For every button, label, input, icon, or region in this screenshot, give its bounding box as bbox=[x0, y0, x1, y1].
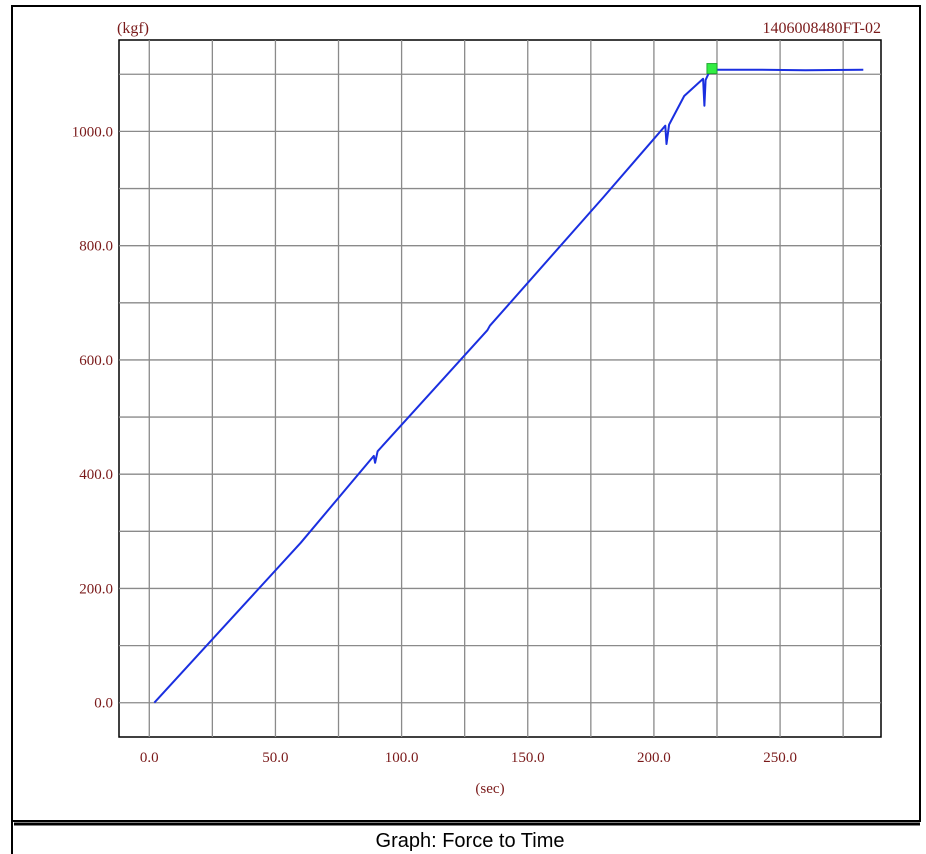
x-tick-label: 200.0 bbox=[637, 750, 671, 766]
x-tick-label: 250.0 bbox=[763, 750, 797, 766]
y-axis-unit-label: (kgf) bbox=[117, 20, 149, 37]
x-tick-label: 100.0 bbox=[385, 750, 419, 766]
sample-id-label: 1406008480FT-02 bbox=[762, 20, 881, 37]
x-axis-label: (sec) bbox=[475, 781, 504, 797]
x-tick-label: 0.0 bbox=[140, 750, 159, 766]
tick-labels: 0.0 50.0 100.0 150.0 200.0 250.0 0.0 200.0 400.0… bbox=[72, 124, 797, 766]
series-layer bbox=[153, 63, 864, 704]
y-tick-label: 200.0 bbox=[79, 581, 113, 597]
y-tick-label: 800.0 bbox=[79, 239, 113, 255]
chart-caption: Graph: Force to Time bbox=[376, 830, 565, 852]
peak-marker bbox=[706, 63, 718, 75]
y-tick-label: 0.0 bbox=[94, 696, 113, 712]
y-tick-label: 1000.0 bbox=[72, 124, 113, 140]
x-tick-label: 50.0 bbox=[262, 750, 288, 766]
grid-lines bbox=[119, 40, 881, 737]
y-tick-label: 600.0 bbox=[79, 353, 113, 369]
y-tick-label: 400.0 bbox=[79, 467, 113, 483]
x-tick-label: 150.0 bbox=[511, 750, 545, 766]
plot-area bbox=[118, 39, 882, 738]
